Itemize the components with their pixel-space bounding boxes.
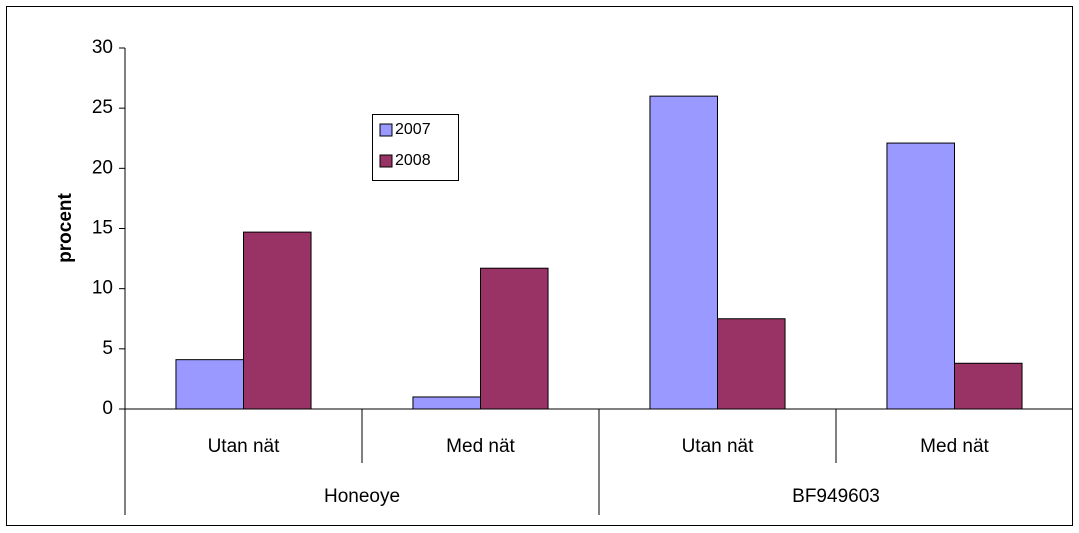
y-axis-label: procent — [55, 192, 76, 262]
x-tick-label: Utan nät — [208, 436, 281, 457]
y-tick-label: 5 — [102, 338, 113, 359]
bar — [954, 362, 1023, 410]
bar — [243, 231, 312, 410]
x-tick-label: Med nät — [446, 436, 515, 457]
bar — [886, 142, 956, 410]
bar — [649, 95, 719, 410]
bar — [480, 267, 549, 410]
y-tick-label: 0 — [102, 398, 113, 419]
y-tick-label: 15 — [92, 218, 113, 239]
x-tick-label: Med nät — [920, 436, 989, 457]
y-tick-label: 25 — [92, 97, 113, 118]
y-tick-label: 10 — [92, 278, 113, 299]
legend-swatch — [379, 154, 393, 168]
legend-label: 2007 — [395, 121, 431, 138]
y-tick-label: 20 — [92, 157, 113, 178]
y-tick-label: 30 — [92, 37, 113, 58]
bar — [412, 396, 481, 410]
legend-swatch — [379, 123, 393, 137]
group-label: BF949603 — [792, 486, 880, 507]
group-label: Honeoye — [324, 486, 400, 507]
bar — [717, 318, 786, 410]
x-tick-label: Utan nät — [682, 436, 755, 457]
legend-label: 2008 — [395, 152, 431, 169]
bar — [175, 359, 244, 410]
